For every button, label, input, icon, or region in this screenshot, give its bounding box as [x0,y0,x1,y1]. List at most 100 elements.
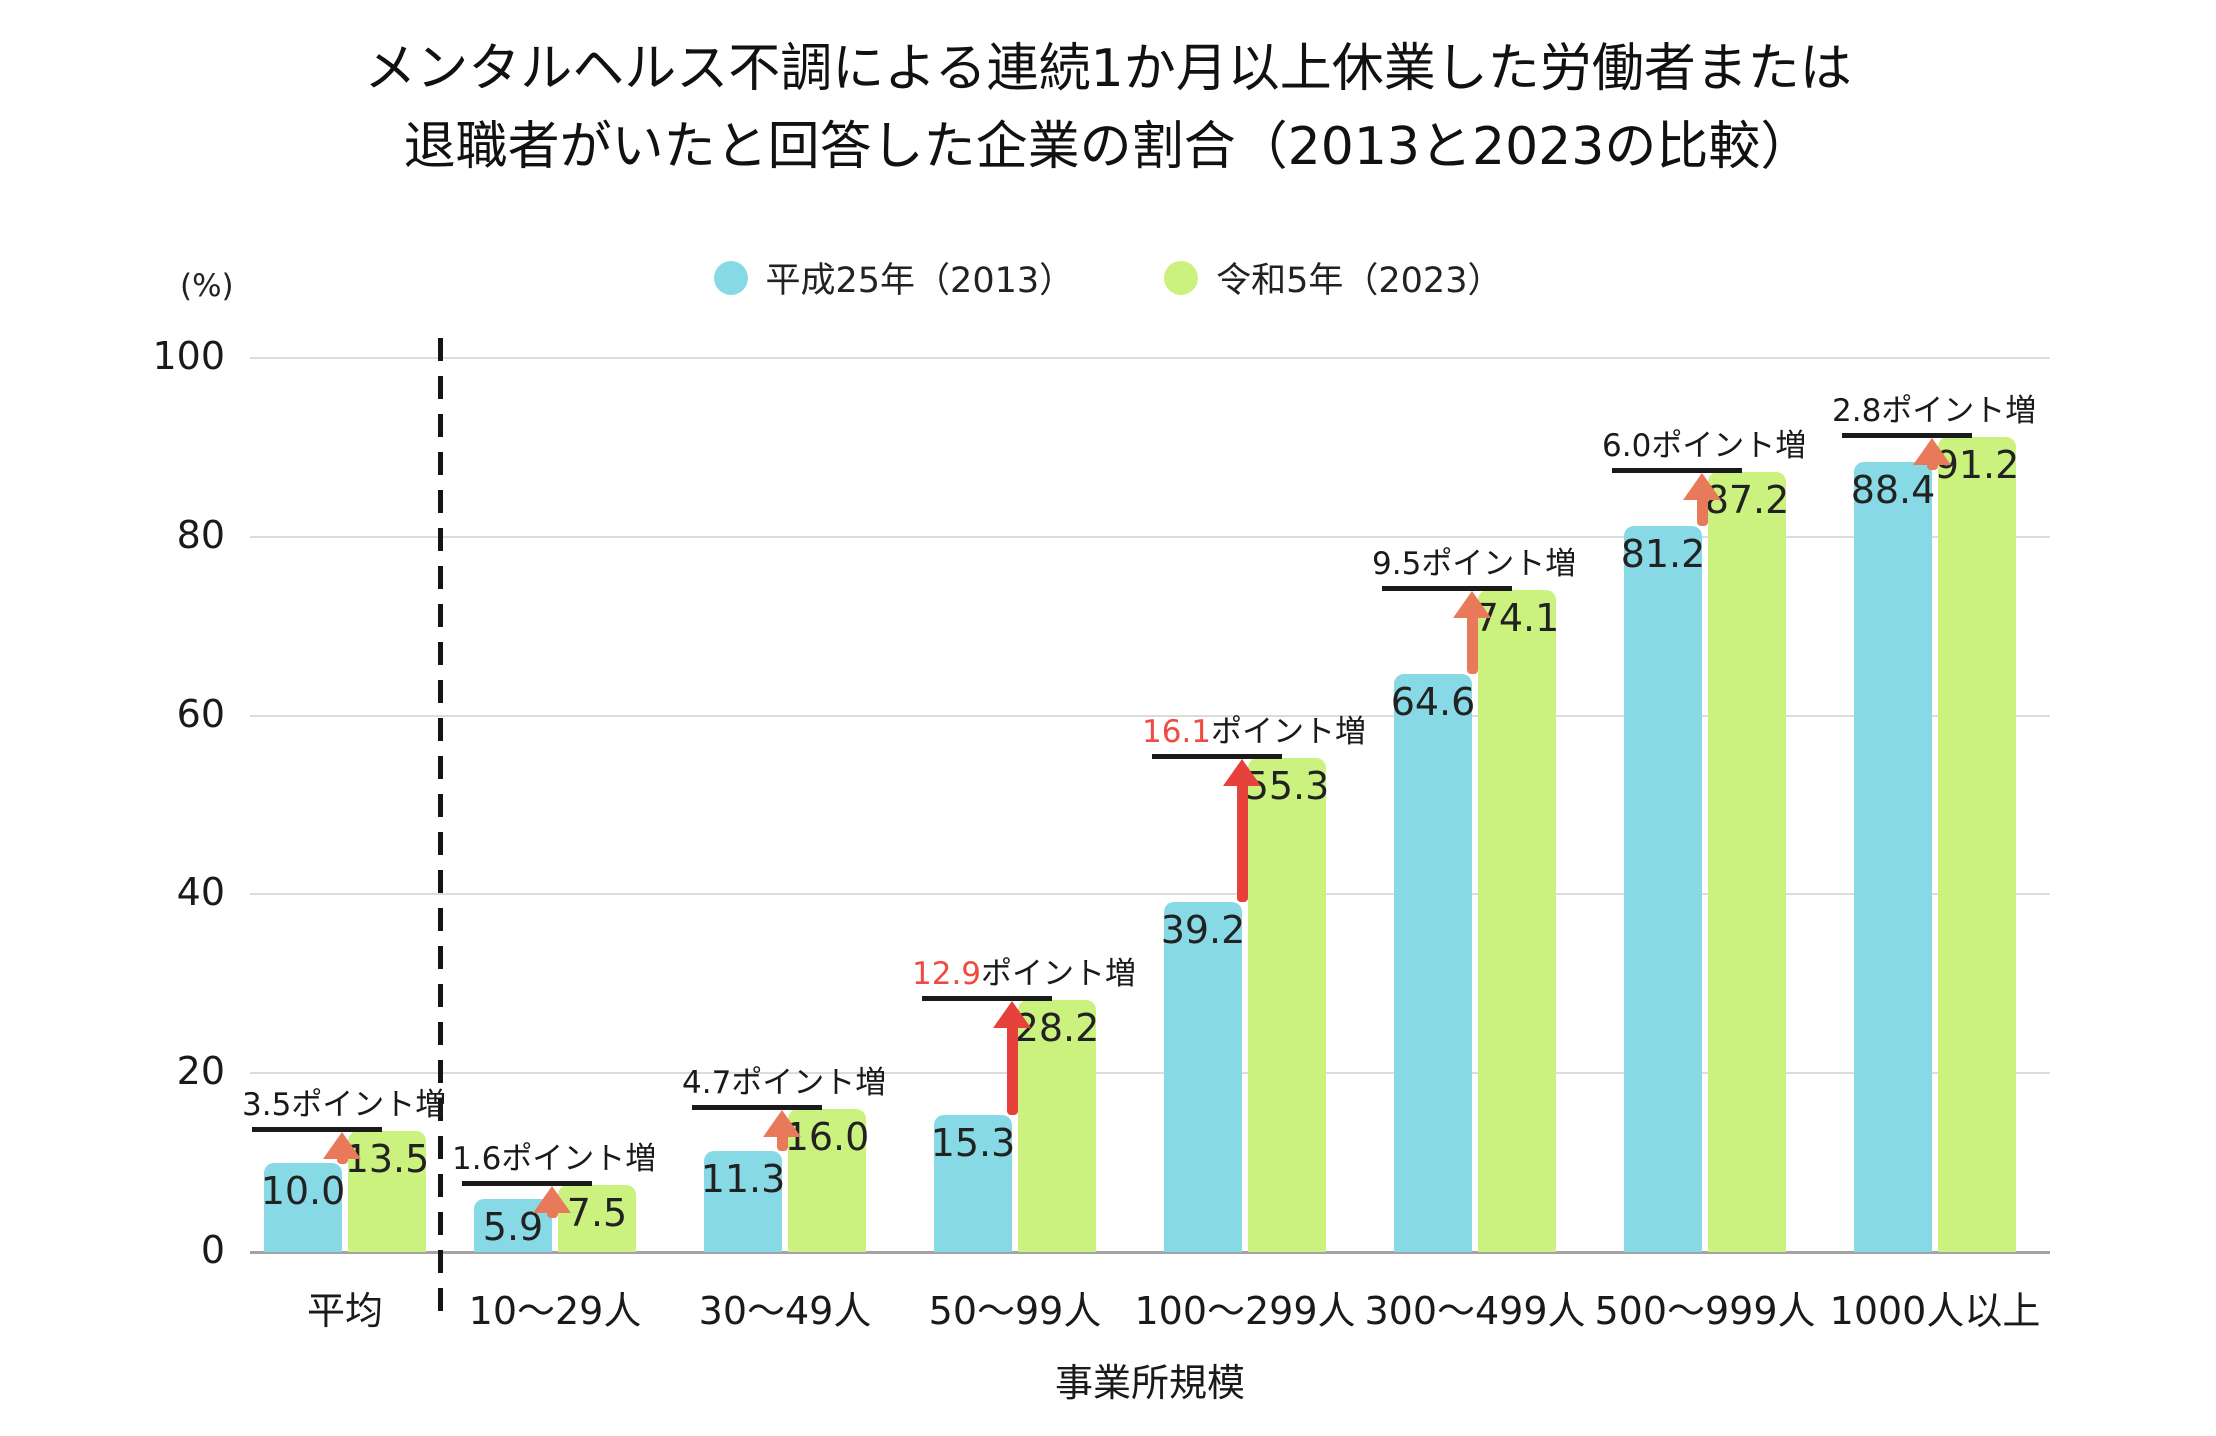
bar-2023 [1938,436,2016,1252]
increase-arrow-body [1006,1016,1018,1116]
gridline [250,535,2050,538]
y-tick-label: 20 [176,1049,225,1094]
delta-reference-line [1152,753,1282,759]
x-category-label: 100〜299人 [1134,1289,1356,1333]
delta-annotation-suffix: ポイント増 [731,1064,887,1101]
legend-swatch-2013-icon [713,260,748,295]
delta-annotation: 9.5ポイント増 [1372,538,1576,583]
delta-reference-line [462,1180,592,1186]
bar-2013 [704,1150,782,1252]
delta-reference-line [1382,585,1512,591]
legend-item-2013: 平成25年（2013） [713,252,1075,303]
legend-item-2023: 令和5年（2023） [1164,252,1502,303]
delta-annotation-value: 16.1 [1142,713,1212,750]
increase-arrow-body [1926,453,1938,470]
bar-2023 [1248,757,1326,1252]
y-tick-label: 60 [176,691,225,736]
delta-annotation: 3.5ポイント増 [242,1079,446,1124]
bar-value-2013: 11.3 [700,1156,786,1201]
bar-2013 [1164,901,1242,1252]
y-tick-label: 80 [176,512,225,557]
x-category-label: 50〜99人 [928,1289,1102,1333]
delta-annotation: 1.6ポイント増 [452,1133,656,1178]
increase-arrow-body [1236,774,1248,902]
bar-2023 [558,1184,636,1252]
delta-reference-line [922,995,1052,1001]
x-axis-line [250,1251,2050,1254]
bar-2023 [1018,999,1096,1252]
increase-arrow-icon [763,1109,801,1151]
increase-arrow-icon [993,1000,1031,1116]
bar-2023 [348,1131,426,1252]
legend-label-2023: 令和5年（2023） [1216,261,1503,301]
legend-label-2013: 平成25年（2013） [765,261,1075,301]
y-tick-label: 100 [152,334,225,378]
delta-annotation-value: 2.8 [1832,392,1882,429]
increase-arrow-body [1466,606,1478,675]
legend: 平成25年（2013） 令和5年（2023） [0,252,2216,303]
gridline [250,357,2050,359]
delta-annotation-suffix: ポイント増 [1211,713,1367,750]
bar-value-2013: 81.2 [1620,532,1706,577]
increase-arrow-icon [323,1132,361,1165]
bar-value-2013: 39.2 [1160,907,1246,952]
increase-arrow-icon [533,1185,571,1218]
gridline [250,1072,2050,1075]
delta-annotation: 12.9ポイント増 [912,948,1136,993]
delta-annotation-suffix: ポイント増 [501,1140,657,1177]
delta-annotation-value: 12.9 [912,955,982,992]
x-category-label: 1000人以上 [1829,1289,2041,1333]
bar-2013 [264,1162,342,1252]
delta-annotation-value: 6.0 [1602,428,1652,465]
delta-annotation-suffix: ポイント増 [1651,428,1807,465]
delta-annotation-suffix: ポイント増 [291,1087,447,1124]
bar-value-2013: 10.0 [260,1168,346,1213]
increase-arrow-body [546,1201,558,1218]
gridline [250,893,2050,896]
x-category-label: 30〜49人 [698,1289,872,1333]
increase-arrow-body [1696,489,1708,527]
x-category-label: 平均 [306,1289,383,1333]
increase-arrow-icon [1683,473,1721,527]
increase-arrow-icon [1223,758,1261,902]
chart-title-line2: 退職者がいたと回答した企業の割合（2013と2023の比較） [403,117,1813,177]
delta-annotation-value: 4.7 [682,1064,732,1101]
delta-annotation-value: 9.5 [1372,545,1422,582]
delta-reference-line [1842,432,1972,438]
delta-reference-line [692,1104,822,1110]
x-category-label: 500〜999人 [1594,1289,1816,1333]
gridline [250,714,2050,717]
delta-annotation-value: 3.5 [242,1087,292,1124]
delta-annotation: 2.8ポイント増 [1832,385,2036,430]
chart-title: メンタルヘルス不調による連続1か月以上休業した労働者または 退職者がいたと回答し… [0,30,2216,186]
delta-reference-line [1612,468,1742,474]
bar-2023 [1478,589,1556,1252]
increase-arrow-icon [1453,590,1491,675]
average-separator-line [438,338,443,1313]
delta-annotation: 16.1ポイント増 [1142,706,1366,751]
bar-value-2013: 88.4 [1850,467,1936,512]
delta-annotation: 4.7ポイント増 [682,1057,886,1102]
y-tick-label: 0 [200,1228,225,1272]
chart-title-line1: メンタルヘルス不調による連続1か月以上休業した労働者または [364,39,1852,99]
delta-annotation-suffix: ポイント増 [1421,545,1577,582]
bar-2013 [934,1115,1012,1252]
delta-reference-line [252,1127,382,1133]
bar-value-2013: 64.6 [1390,680,1476,725]
delta-annotation-value: 1.6 [452,1140,502,1177]
y-tick-label: 40 [176,870,225,915]
delta-annotation-suffix: ポイント増 [1881,392,2037,429]
bar-value-2023: 7.5 [566,1190,628,1235]
bar-2023 [788,1108,866,1252]
legend-swatch-2023-icon [1164,260,1199,295]
x-category-label: 300〜499人 [1364,1289,1586,1333]
delta-annotation-suffix: ポイント増 [981,955,1137,992]
increase-arrow-body [336,1148,348,1165]
increase-arrow-body [776,1125,788,1151]
x-axis-title: 事業所規模 [1054,1361,1245,1405]
bar-2013 [1624,526,1702,1252]
bar-value-2013: 15.3 [930,1121,1016,1166]
bar-2013 [1854,461,1932,1252]
